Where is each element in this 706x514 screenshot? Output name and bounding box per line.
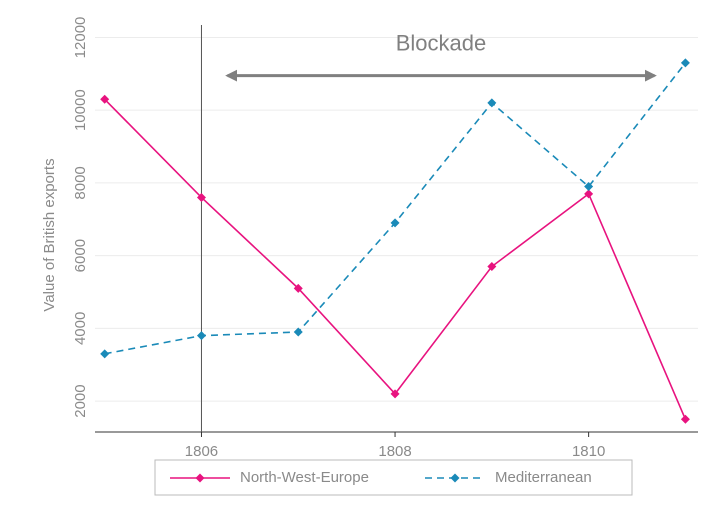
legend-marker (450, 473, 460, 483)
data-point (196, 331, 206, 341)
series-line (104, 98, 687, 420)
y-tick-label: 6000 (72, 239, 89, 272)
data-point (487, 98, 497, 108)
annotation-text: Blockade (396, 30, 487, 55)
data-point (680, 414, 690, 424)
legend (154, 459, 633, 496)
x-tick-label: 1808 (378, 443, 411, 460)
x-tick-label: 1806 (185, 443, 218, 460)
legend-marker (195, 473, 205, 483)
legend-label: North-West-Europe (240, 469, 369, 486)
y-tick-label: 12000 (72, 17, 89, 59)
data-point (390, 218, 400, 228)
legend-label: Mediterranean (495, 469, 592, 486)
series-line (104, 62, 687, 355)
y-tick-label: 8000 (72, 166, 89, 199)
y-tick-label: 2000 (72, 384, 89, 417)
data-point (584, 182, 594, 192)
y-axis-label: Value of British exports (41, 158, 58, 311)
data-point (680, 58, 690, 68)
data-point (293, 283, 303, 293)
x-tick-label: 1810 (572, 443, 605, 460)
data-point (390, 389, 400, 399)
data-point (293, 327, 303, 337)
y-tick-label: 10000 (72, 89, 89, 131)
data-point (584, 189, 594, 199)
data-point (487, 262, 497, 272)
data-point (196, 192, 206, 202)
data-point (100, 349, 110, 359)
y-tick-label: 4000 (72, 312, 89, 345)
data-point (100, 94, 110, 104)
